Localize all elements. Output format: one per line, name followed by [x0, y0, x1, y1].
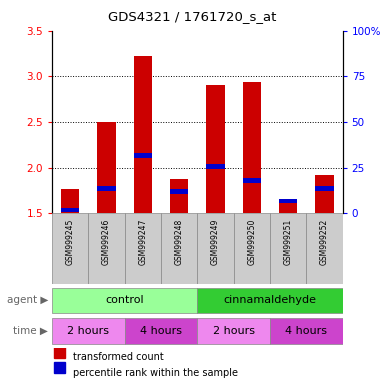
Text: time ▶: time ▶	[13, 326, 48, 336]
Bar	[125, 318, 197, 344]
Text: GSM999250: GSM999250	[247, 219, 256, 265]
Bar	[52, 213, 88, 284]
Bar	[134, 56, 152, 213]
Text: GSM999251: GSM999251	[284, 219, 293, 265]
Bar	[61, 189, 79, 213]
Bar	[279, 201, 297, 213]
Bar	[97, 186, 116, 191]
Text: cinnamaldehyde: cinnamaldehyde	[223, 295, 316, 306]
Text: control: control	[105, 295, 144, 306]
Bar	[161, 213, 197, 284]
Bar	[197, 288, 343, 313]
Bar	[88, 213, 125, 284]
Text: transformed count: transformed count	[73, 352, 164, 362]
Text: 4 hours: 4 hours	[140, 326, 182, 336]
Text: agent ▶: agent ▶	[7, 295, 48, 306]
Bar	[52, 318, 125, 344]
Text: 2 hours: 2 hours	[213, 326, 254, 336]
Text: GSM999252: GSM999252	[320, 219, 329, 265]
Bar	[170, 189, 188, 194]
Bar	[270, 318, 343, 344]
Text: GSM999248: GSM999248	[175, 219, 184, 265]
Bar	[61, 208, 79, 212]
Bar	[206, 164, 224, 169]
Bar	[243, 82, 261, 213]
Text: 4 hours: 4 hours	[285, 326, 327, 336]
Bar	[54, 362, 65, 374]
Bar	[54, 346, 65, 358]
Text: GSM999246: GSM999246	[102, 219, 111, 265]
Bar	[234, 213, 270, 284]
Bar	[52, 288, 197, 313]
Bar	[315, 175, 333, 213]
Bar	[306, 213, 343, 284]
Bar	[197, 213, 234, 284]
Bar	[125, 213, 161, 284]
Text: percentile rank within the sample: percentile rank within the sample	[73, 368, 238, 378]
Bar	[315, 186, 333, 191]
Bar	[279, 199, 297, 203]
Text: GSM999247: GSM999247	[138, 219, 147, 265]
Bar	[243, 179, 261, 183]
Text: GDS4321 / 1761720_s_at: GDS4321 / 1761720_s_at	[108, 10, 277, 23]
Bar	[270, 213, 306, 284]
Bar	[134, 153, 152, 158]
Bar	[97, 122, 116, 213]
Text: 2 hours: 2 hours	[67, 326, 109, 336]
Bar	[170, 179, 188, 213]
Text: GSM999249: GSM999249	[211, 219, 220, 265]
Bar	[206, 86, 224, 213]
Bar	[197, 318, 270, 344]
Text: GSM999245: GSM999245	[65, 219, 75, 265]
